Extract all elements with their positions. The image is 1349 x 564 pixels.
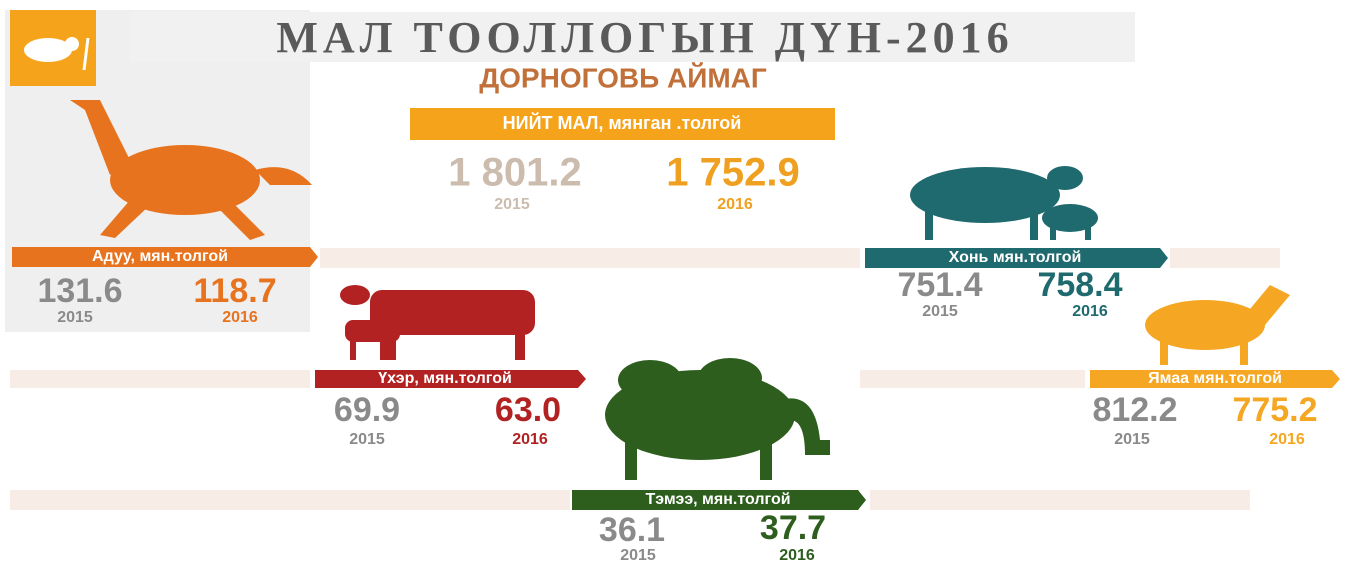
- goat-2016: 775.2: [1232, 391, 1317, 429]
- goat-2015: 812.2: [1092, 391, 1177, 429]
- cattle-2015: 69.9: [334, 391, 400, 429]
- band: [1170, 248, 1280, 268]
- sheep-icon: [910, 166, 1098, 240]
- horse-2015: 131.6: [37, 272, 122, 310]
- logo-sheep-head: [65, 37, 79, 51]
- cattle-label: Үхэр, мян.толгой: [378, 370, 512, 387]
- title: МАЛ ТООЛЛОГЫН ДҮН-2016: [276, 13, 1013, 62]
- horse-year-2016: 2016: [222, 309, 258, 326]
- total-year-2015: 2015: [494, 196, 530, 213]
- logo-sheep: [24, 38, 72, 62]
- goat-year-2015: 2015: [1114, 431, 1150, 448]
- horse-year-2015: 2015: [57, 309, 93, 326]
- goat-label: Ямаа мян.толгой: [1148, 370, 1282, 387]
- goat-icon: [1145, 285, 1290, 365]
- sheep-year-2015: 2015: [922, 303, 958, 320]
- band: [10, 490, 570, 510]
- sheep-2016: 758.4: [1037, 266, 1122, 304]
- band: [10, 370, 310, 388]
- sheep-label: Хонь мян.толгой: [949, 249, 1082, 266]
- camel-year-2016: 2016: [779, 547, 815, 564]
- camel-icon: [605, 358, 830, 480]
- cattle-icon: [340, 285, 535, 360]
- total-year-2016: 2016: [717, 196, 753, 213]
- cattle-year-2015: 2015: [349, 431, 385, 448]
- subtitle: ДОРНОГОВЬ АЙМАГ: [479, 61, 767, 93]
- goat-year-2016: 2016: [1269, 431, 1305, 448]
- band: [320, 248, 860, 268]
- camel-2015: 36.1: [599, 511, 665, 549]
- cattle-2016: 63.0: [495, 391, 561, 429]
- total-2016: 1 752.9: [666, 151, 799, 195]
- sheep-year-2016: 2016: [1072, 303, 1108, 320]
- horse-2016: 118.7: [193, 272, 276, 310]
- total-2015: 1 801.2: [448, 151, 581, 195]
- camel-label: Тэмээ, мян.толгой: [645, 491, 790, 508]
- infographic: МАЛ ТООЛЛОГЫН ДҮН-2016 ДОРНОГОВЬ АЙМАГ Н…: [0, 0, 1349, 564]
- band: [870, 490, 1250, 510]
- cattle-year-2016: 2016: [512, 431, 548, 448]
- band: [860, 370, 1085, 388]
- horse-label: Адуу, мян.толгой: [92, 248, 228, 265]
- camel-year-2015: 2015: [620, 547, 656, 564]
- camel-2016: 37.7: [760, 509, 826, 547]
- total-label: НИЙТ МАЛ, мянган .толгой: [503, 112, 742, 133]
- sheep-2015: 751.4: [897, 266, 982, 304]
